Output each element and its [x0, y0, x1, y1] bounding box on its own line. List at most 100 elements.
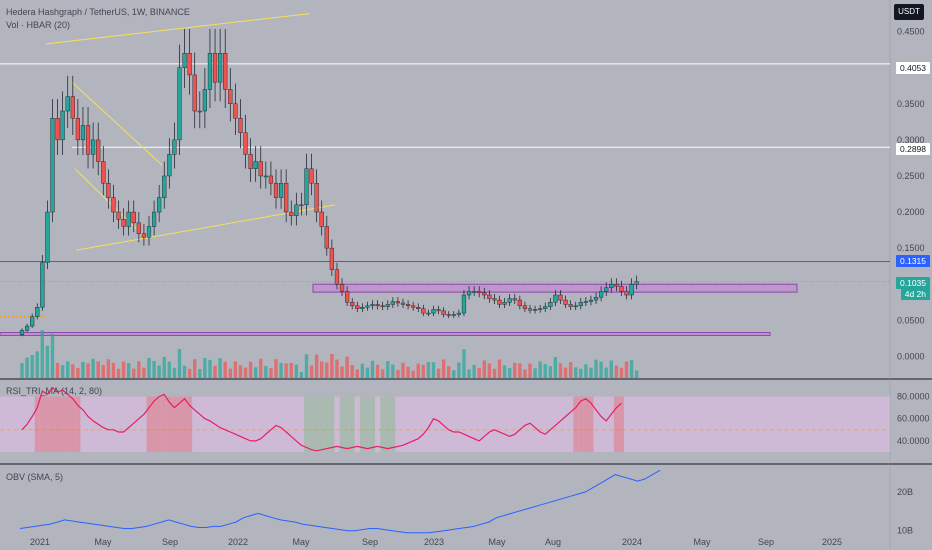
rsi-oversold-highlight	[314, 396, 320, 452]
volume-bar	[96, 361, 100, 378]
volume-bar	[447, 366, 451, 378]
candle-body	[223, 53, 228, 90]
obv-line	[19, 469, 661, 534]
volume-bar	[223, 361, 227, 378]
volume-bar	[309, 365, 314, 378]
time-tick: May	[292, 537, 310, 547]
candle-body	[50, 118, 55, 213]
volume-bar	[482, 360, 486, 378]
candle-body	[543, 306, 548, 309]
candle-body	[416, 307, 421, 309]
candle-body	[477, 291, 482, 294]
volume-bar	[167, 361, 172, 378]
candle-body	[558, 294, 563, 301]
volume-bar	[162, 356, 166, 378]
volume-bar	[259, 358, 263, 378]
obv-tick: 10B	[897, 526, 913, 536]
candle-body	[563, 299, 568, 305]
candle-body	[233, 103, 238, 119]
volume-bar	[345, 356, 349, 378]
rsi-overbought-highlight	[187, 396, 193, 452]
candle-body	[629, 283, 634, 296]
volume-bar	[579, 368, 583, 378]
candle-body	[405, 304, 411, 307]
volume-bar	[264, 366, 268, 378]
volume-bar	[121, 361, 126, 378]
volume-bar	[594, 359, 598, 378]
channel-upper-line	[45, 13, 311, 45]
volume-bar	[350, 365, 354, 378]
candle-body	[207, 53, 213, 90]
time-tick: 2025	[822, 537, 842, 547]
candle-body	[40, 262, 45, 308]
volume-bar	[243, 367, 248, 378]
volume-bar	[304, 354, 309, 378]
candle-body	[522, 305, 528, 309]
candle-body	[492, 298, 497, 301]
candle-body	[385, 304, 390, 307]
flag-lower-line	[74, 168, 146, 238]
candle-body	[192, 74, 197, 112]
candle-body	[70, 96, 75, 119]
rsi-overbought-highlight	[44, 396, 50, 452]
rsi-oversold-highlight	[319, 396, 325, 452]
time-tick: May	[693, 537, 711, 547]
volume-bar	[563, 367, 568, 378]
candle-body	[441, 310, 446, 315]
obv-panel: OBV (SMA, 5) 20B 10B	[6, 469, 913, 536]
volume-bar	[137, 361, 141, 378]
volume-bar	[152, 361, 156, 378]
candle-body	[411, 305, 416, 308]
candles	[19, 29, 639, 337]
volume-bar	[624, 361, 629, 378]
volume-bar	[462, 349, 466, 378]
price-axis[interactable]: 0.45000.40000.35000.30000.25000.20000.15…	[897, 27, 925, 362]
volume-bar	[40, 330, 45, 378]
rsi-oversold-highlight	[339, 396, 345, 452]
rsi-oversold-highlight	[324, 396, 330, 452]
candle-body	[583, 301, 588, 303]
volume-bar	[396, 369, 400, 378]
price-tick: 0.1500	[897, 243, 925, 253]
candle-body	[278, 182, 284, 198]
volume-bar	[269, 368, 273, 378]
volume-bar	[548, 366, 553, 378]
rsi-overbought-highlight	[573, 396, 579, 452]
rsi-overbought-highlight	[65, 396, 71, 452]
volume-bar	[233, 361, 238, 378]
volume-indicator-label[interactable]: Vol · HBAR (20)	[6, 20, 71, 30]
rsi-overbought-highlight	[618, 396, 624, 452]
volume-bar	[71, 364, 75, 378]
rsi-overbought-highlight	[70, 396, 76, 452]
time-axis[interactable]: 2021 May Sep 2022 May Sep 2023 May Aug 2024 May Sep…	[30, 537, 842, 547]
volume-bar	[203, 358, 207, 378]
volume-bar	[20, 363, 24, 378]
rsi-tick: 40.0000	[897, 436, 930, 446]
obv-tick: 20B	[897, 487, 913, 497]
level-label-2: 0.2898	[896, 143, 930, 155]
candle-body	[593, 296, 599, 301]
candle-body	[319, 211, 324, 227]
symbol-title[interactable]: Hedera Hashgraph / TetherUS, 1W, BINANCE	[6, 7, 190, 17]
candle-body	[167, 154, 172, 177]
candle-body	[553, 294, 558, 303]
candle-body	[289, 211, 294, 216]
candle-body	[197, 110, 202, 113]
rsi-overbought-highlight	[171, 396, 177, 452]
candle-body	[75, 118, 80, 141]
time-tick: 2022	[228, 537, 248, 547]
volume-bar	[538, 361, 542, 378]
volume-bar	[452, 370, 456, 378]
candle-body	[451, 314, 456, 316]
volume-bar	[391, 364, 395, 378]
volume-bar	[426, 362, 431, 378]
rsi-oversold-highlight	[390, 396, 396, 452]
candle-body	[91, 139, 96, 155]
obv-title: OBV (SMA, 5)	[6, 472, 63, 482]
rsi-oversold-highlight	[303, 396, 309, 452]
currency-button[interactable]: USDT	[894, 4, 924, 20]
candle-body	[141, 233, 147, 238]
candle-body	[538, 308, 543, 310]
